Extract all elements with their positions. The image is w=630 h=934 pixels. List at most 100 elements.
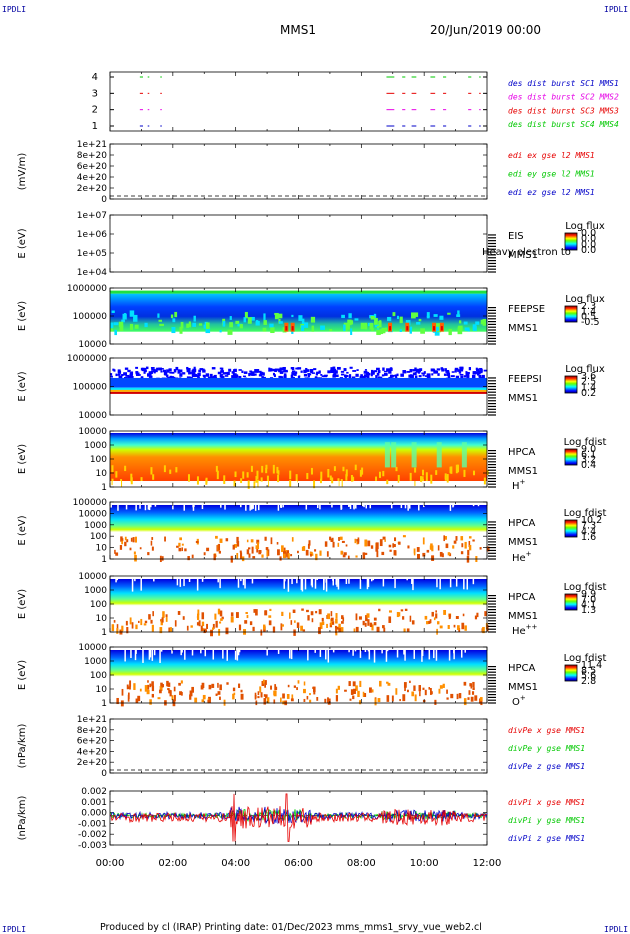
spectrogram-cell (191, 371, 195, 374)
spectrogram-cell (464, 625, 467, 631)
spectrogram-cell (318, 627, 321, 635)
spectrogram-cell (139, 688, 142, 692)
spectrogram-cell (465, 373, 470, 377)
spectrogram-cell (201, 612, 205, 620)
spectrogram-cell (459, 373, 464, 376)
spectrogram-cell (120, 479, 123, 487)
spectrogram-cell (211, 627, 215, 630)
spectrogram-cell (348, 503, 350, 507)
spectrogram-cell (330, 369, 335, 374)
spectrogram-cell (243, 317, 247, 323)
spectrogram-cell (266, 697, 270, 704)
spectrogram-cell (310, 316, 316, 323)
corner-mark-top-left: IPDLI (2, 5, 26, 14)
spectrogram-cell (125, 374, 130, 377)
spectrogram-cell (192, 322, 197, 327)
corner-mark-top-right: IPDLI (604, 5, 628, 14)
spectrogram-cell (335, 688, 338, 694)
spectrogram-cell (219, 684, 222, 691)
spectrogram-cell (297, 680, 300, 684)
colorbar-title: Log flux (565, 294, 605, 305)
y-tick-label: 8e+20 (77, 151, 108, 161)
spectrogram-cell (279, 376, 284, 379)
spectrogram-cell (344, 689, 347, 692)
spectrogram-cell (111, 465, 114, 473)
spectrogram-cell (224, 375, 229, 377)
spectrogram-cell (170, 314, 174, 319)
spectrogram-cell (436, 577, 438, 588)
spectrogram-cell (381, 374, 385, 377)
spectrogram-cell (151, 546, 154, 551)
spectrogram-cell (317, 503, 319, 509)
spectrogram-cell (129, 617, 132, 625)
spectrogram-cell (307, 543, 310, 549)
instrument-label: HPCA (508, 518, 536, 529)
spectrogram-cell (135, 698, 139, 704)
spectrogram-cell (443, 609, 447, 615)
spectrogram-cell (201, 577, 204, 582)
spectrogram-cell (149, 683, 152, 688)
spectrogram-cell (403, 682, 407, 688)
spectrogram-cell (364, 481, 367, 487)
spectrogram-cell (167, 682, 171, 687)
spectrogram-cell (296, 687, 298, 691)
spectrogram-cell (430, 474, 433, 484)
spectrogram-cell (144, 503, 147, 511)
spectrogram-cell (178, 682, 181, 686)
spectrogram-cell (404, 608, 408, 611)
spectrogram-cell (474, 481, 476, 487)
spectrogram-cell (333, 466, 336, 472)
y-tick-label: 10000 (78, 572, 107, 582)
spectrogram-cell (338, 628, 341, 633)
colorbar-tick-label: 11.4 (581, 660, 602, 671)
spectrogram-cell (438, 688, 441, 694)
spectrogram-cell (145, 366, 149, 370)
spectrogram-cell (291, 694, 294, 700)
spectrogram-cell (240, 552, 243, 559)
spectrogram-cell (396, 315, 399, 320)
spectrogram-cell (265, 468, 268, 474)
spectrogram-cell (412, 577, 414, 591)
spectrogram-cell (355, 481, 358, 487)
spectrogram-cell (327, 370, 331, 374)
spectrogram-cell (472, 681, 475, 688)
spectrogram-cell (250, 539, 254, 543)
spectrogram-cell (120, 326, 124, 331)
spectrogram-cell (435, 648, 438, 661)
spectrogram-cell (363, 693, 367, 697)
spectrogram-cell (229, 322, 233, 328)
spectrogram-cell (451, 375, 455, 378)
spectrogram-cell (225, 627, 229, 635)
spectrogram-cell (250, 465, 253, 472)
spectrogram-cell (246, 472, 249, 478)
spectrogram-cell (289, 480, 292, 487)
spectrogram-cell (406, 326, 409, 331)
spectrogram-cell (138, 374, 141, 376)
colorbar-tick-label: 1.6 (581, 532, 596, 543)
spectrogram-cell (188, 321, 191, 328)
spectrogram-cell (282, 700, 285, 705)
spectrogram-cell (457, 625, 460, 630)
spectrogram-cell (129, 547, 132, 551)
spectrogram-cell (191, 648, 194, 656)
time-tick-label: 02:00 (158, 858, 187, 869)
spectrogram-cell (411, 691, 415, 697)
spectrogram-cell (232, 544, 235, 550)
spectrogram-cell (154, 481, 156, 487)
colorbar-tick-label: -0.5 (581, 317, 600, 328)
spectrogram (110, 648, 487, 707)
spectrogram-cell (340, 370, 345, 373)
spectrogram-cell (378, 608, 381, 612)
spectrogram-cell (280, 697, 282, 703)
spectrogram-cell (388, 616, 392, 623)
spectrogram-cell (189, 694, 192, 700)
spectrogram-cell (481, 374, 485, 378)
spectrogram-cell (356, 541, 359, 545)
spectrogram-cell (453, 624, 456, 628)
spectrogram-cell (196, 613, 200, 620)
spectrogram-cell (303, 681, 306, 686)
instrument-label: HPCA (508, 663, 536, 674)
footer-text: Produced by cl (IRAP) Printing date: 01/… (100, 922, 482, 933)
spectrogram-cell (240, 503, 242, 508)
spectrogram-cell (379, 539, 383, 547)
